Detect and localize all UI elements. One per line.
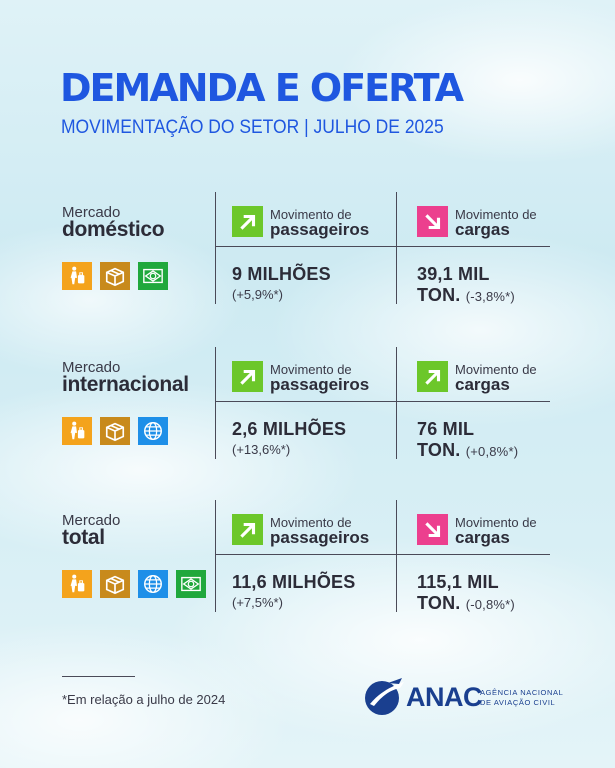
column-divider (396, 500, 397, 612)
metric-name: passageiros (270, 375, 370, 394)
market-label: Mercado (62, 359, 121, 376)
brazil-flag-icon (176, 570, 206, 598)
metric-value: 9 MILHÕES (232, 264, 331, 284)
metric-value: 39,1 MIL (417, 264, 490, 284)
row-divider (215, 401, 550, 402)
luggage-icon (62, 417, 92, 445)
trend-up-arrow-icon (417, 361, 448, 392)
cargo-box-icon (100, 262, 130, 290)
row-divider (215, 554, 550, 555)
metric-value: 115,1 MIL (417, 572, 499, 592)
page-subtitle: MOVIMENTAÇÃO DO SETOR | JULHO DE 2025 (61, 117, 444, 138)
metric-name: passageiros (270, 220, 370, 239)
metric-name: cargas (455, 375, 510, 394)
anac-logo: ANAC AGÊNCIA NACIONAL DE AVIAÇÃO CIVIL (362, 674, 564, 718)
metric-value-line2: TON. (-0,8%*) (417, 593, 515, 614)
cargo-box-icon (100, 417, 130, 445)
metric-label: Movimento de (455, 362, 537, 377)
footnote: *Em relação a julho de 2024 (62, 692, 226, 707)
metric-name: passageiros (270, 528, 370, 547)
market-section: Mercado total Movimento de passageiros 11,6 … (0, 498, 615, 618)
metric-value: 76 MIL (417, 419, 475, 439)
market-label: Mercado (62, 204, 121, 221)
market-name: total (62, 526, 105, 549)
column-divider (396, 192, 397, 304)
metric-name: cargas (455, 528, 510, 547)
column-divider (215, 192, 216, 304)
luggage-icon (62, 262, 92, 290)
market-icons (62, 570, 206, 598)
metric-label: Movimento de (455, 515, 537, 530)
market-name: internacional (62, 373, 189, 396)
metric-value: 11,6 MILHÕES (232, 572, 356, 592)
metric-change: (+13,6%*) (232, 442, 291, 457)
globe-icon (138, 417, 168, 445)
logo-subtitle-1: AGÊNCIA NACIONAL (480, 688, 564, 697)
metric-value-line2: TON. (-3,8%*) (417, 285, 515, 306)
market-label: Mercado (62, 512, 121, 529)
trend-up-arrow-icon (232, 361, 263, 392)
column-divider (396, 347, 397, 459)
metric-value-line2: TON. (+0,8%*) (417, 440, 518, 461)
row-divider (215, 246, 550, 247)
cargo-box-icon (100, 570, 130, 598)
luggage-icon (62, 570, 92, 598)
metric-change: (+5,9%*) (232, 287, 283, 302)
metric-unit: TON. (417, 593, 461, 613)
metric-label: Movimento de (455, 207, 537, 222)
metric-value: 2,6 MILHÕES (232, 419, 347, 439)
market-name: doméstico (62, 218, 165, 241)
metric-label: Movimento de (270, 207, 352, 222)
metric-unit: TON. (417, 440, 461, 460)
column-divider (215, 347, 216, 459)
brazil-flag-icon (138, 262, 168, 290)
metric-change: (-3,8%*) (465, 289, 515, 304)
column-divider (215, 500, 216, 612)
logo-text: ANAC (406, 682, 483, 712)
metric-label: Movimento de (270, 362, 352, 377)
globe-icon (138, 570, 168, 598)
trend-up-arrow-icon (232, 206, 263, 237)
market-icons (62, 417, 168, 445)
metric-change: (-0,8%*) (465, 597, 515, 612)
metric-name: cargas (455, 220, 510, 239)
logo-subtitle-2: DE AVIAÇÃO CIVIL (480, 698, 556, 707)
trend-down-arrow-icon (417, 514, 448, 545)
metric-change: (+7,5%*) (232, 595, 283, 610)
market-icons (62, 262, 168, 290)
page-title: DEMANDA E OFERTA (60, 66, 464, 110)
metric-unit: TON. (417, 285, 461, 305)
anac-logo-mark-icon (365, 678, 404, 715)
trend-up-arrow-icon (232, 514, 263, 545)
footer-divider (62, 676, 135, 677)
market-section: Mercado internacional Movimento de passagei… (0, 345, 615, 465)
metric-label: Movimento de (270, 515, 352, 530)
trend-down-arrow-icon (417, 206, 448, 237)
market-section: Mercado doméstico Movimento de passageiros 9… (0, 190, 615, 310)
metric-change: (+0,8%*) (465, 444, 519, 459)
